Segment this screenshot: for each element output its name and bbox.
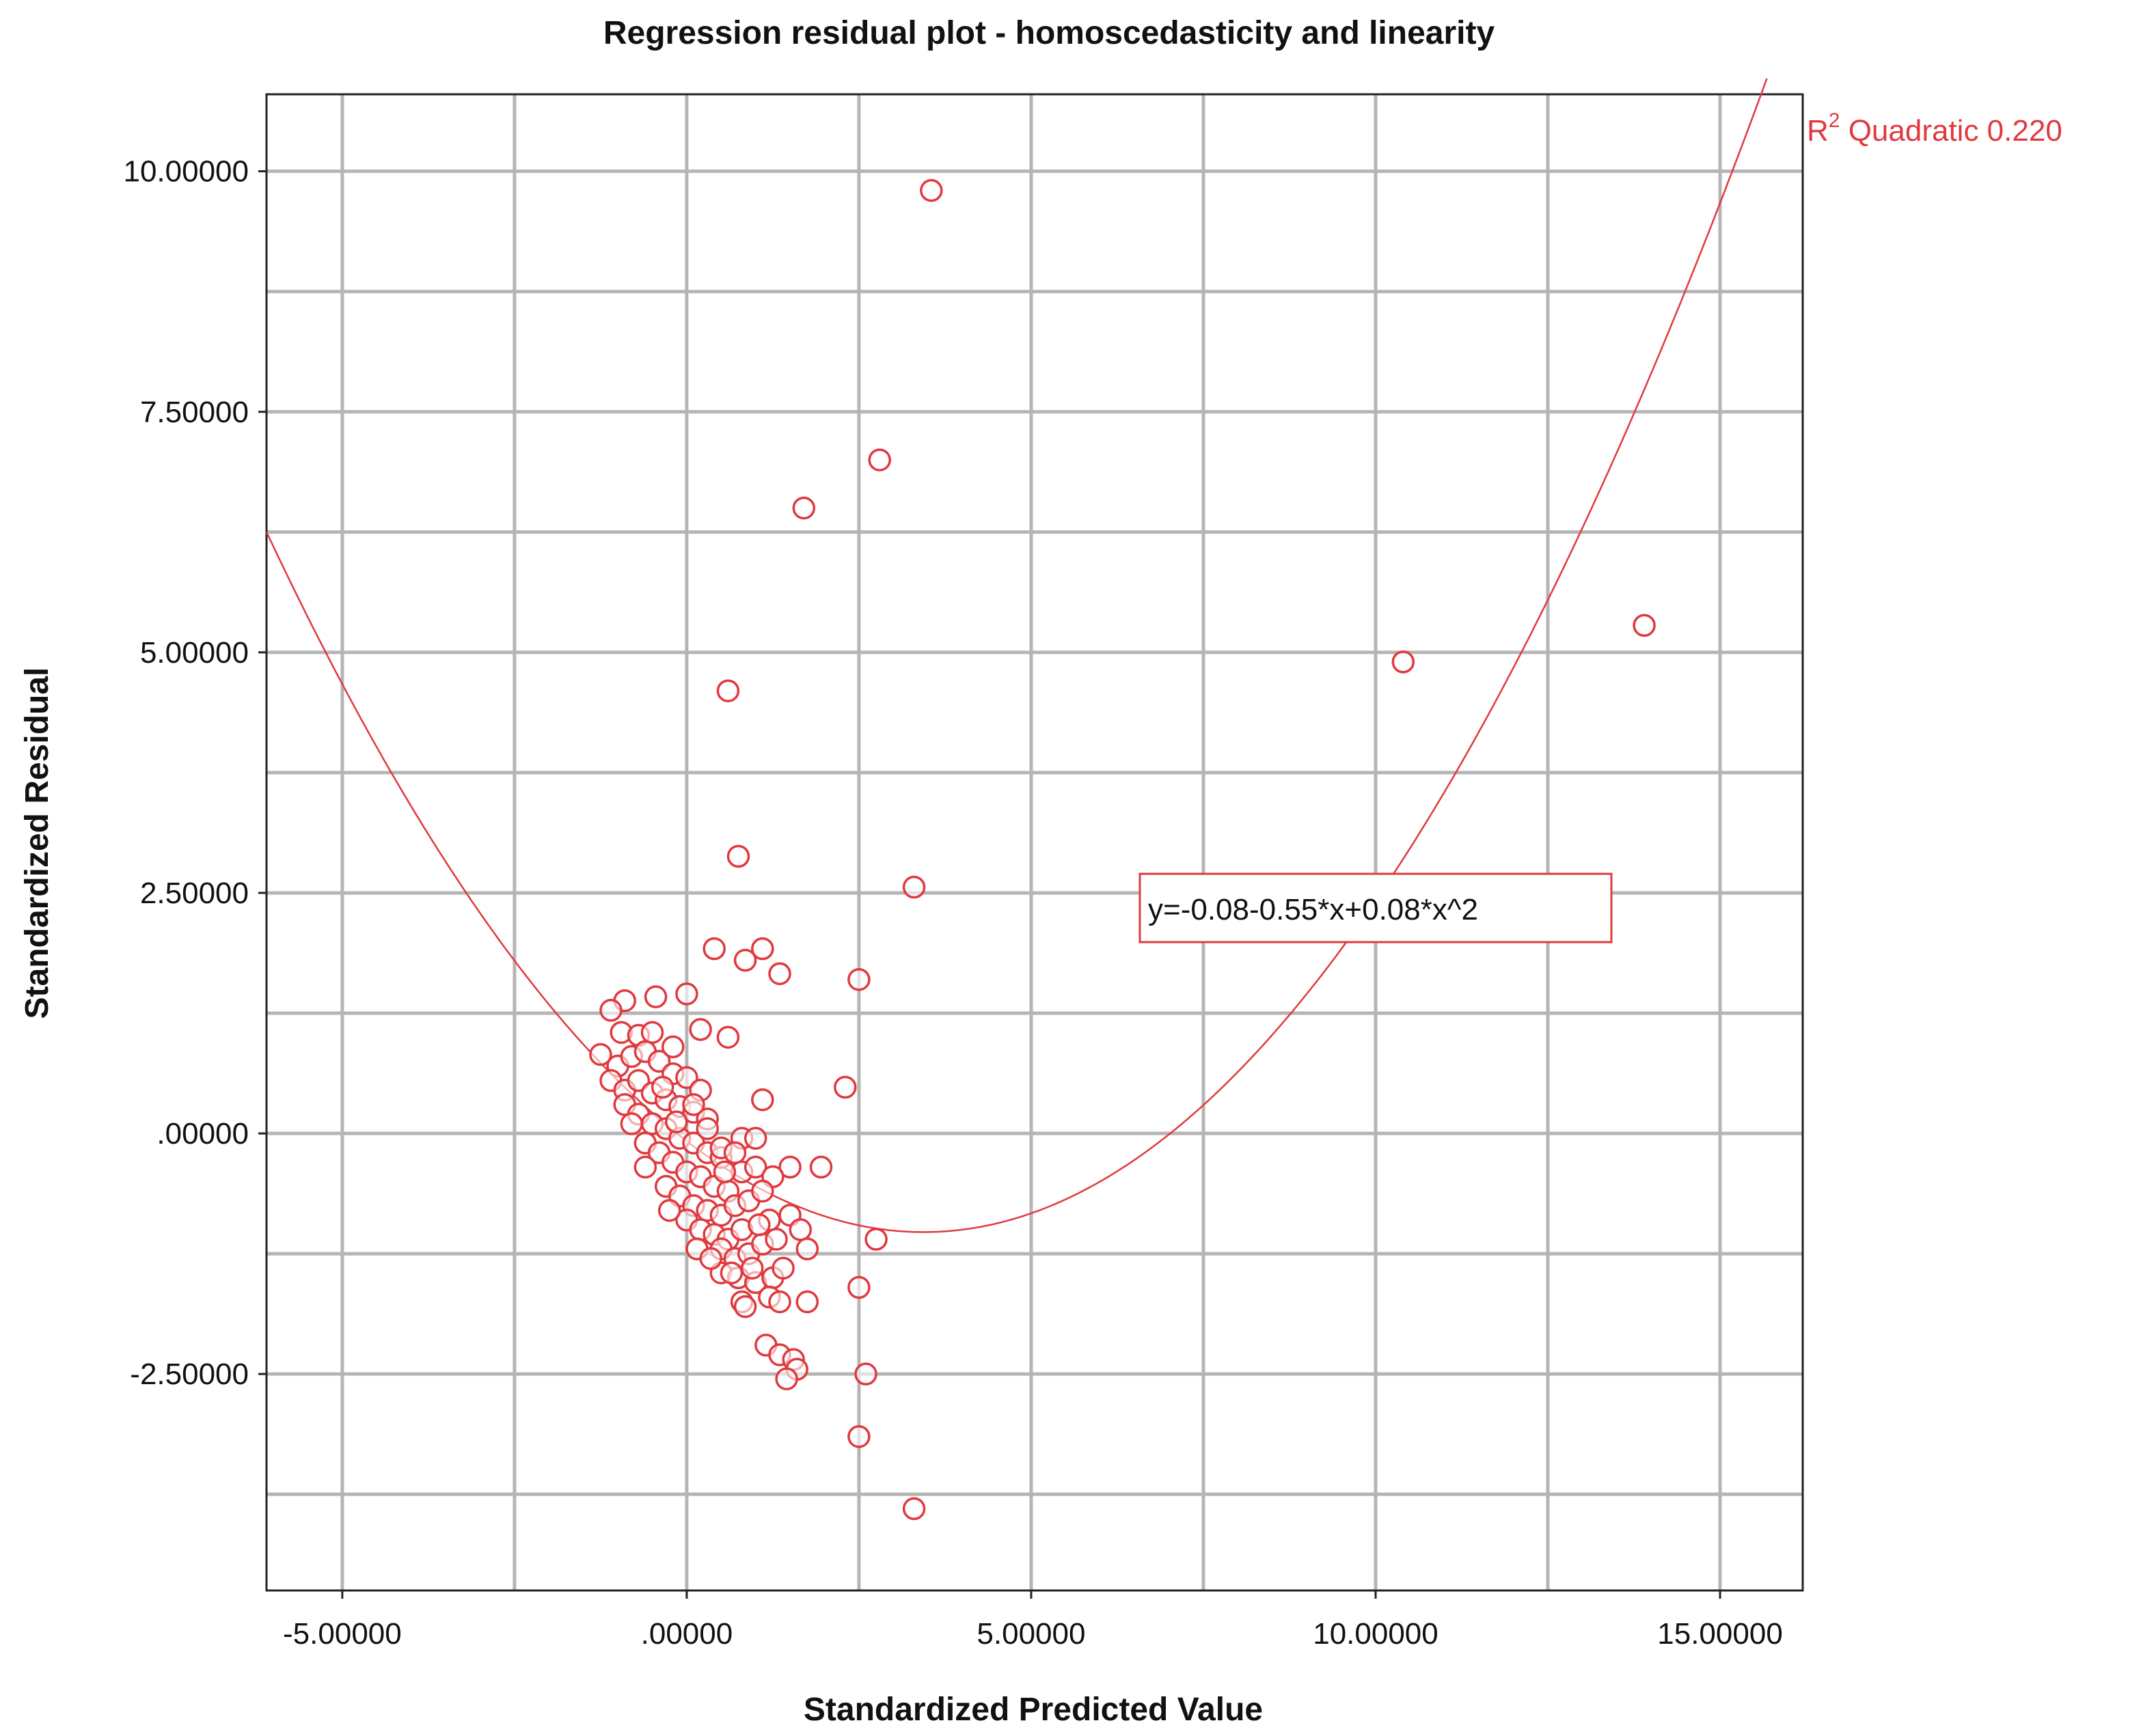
chart-title: Regression residual plot - homoscedastic…: [603, 15, 1495, 51]
y-tick-label: 7.50000: [140, 396, 249, 429]
data-point: [696, 1117, 719, 1140]
data-point: [868, 448, 891, 471]
data-point: [675, 982, 698, 1006]
data-point: [657, 1198, 681, 1222]
data-point: [651, 1075, 674, 1099]
data-point: [751, 1088, 774, 1112]
data-point: [902, 875, 926, 899]
data-point: [847, 1424, 871, 1448]
data-point: [1391, 650, 1415, 674]
data-point: [795, 1237, 819, 1260]
data-point: [689, 1018, 712, 1041]
data-point: [662, 1035, 685, 1059]
y-axis-title: Standardized Residual: [19, 667, 55, 1019]
r2-label-text: Quadratic 0.220: [1840, 114, 2062, 148]
quadratic-fit: [265, 78, 1768, 1233]
data-point: [847, 1276, 871, 1299]
r2-label-sup: 2: [1829, 109, 1840, 132]
data-point: [733, 1295, 757, 1319]
data-point: [775, 1367, 798, 1390]
x-axis-title: Standardized Predicted Value: [804, 1692, 1263, 1728]
data-point: [789, 1218, 813, 1241]
equation-box-border: [1138, 872, 1613, 943]
data-point: [640, 1021, 664, 1044]
data-point: [723, 1141, 747, 1164]
data-point: [920, 179, 943, 202]
data-point: [1633, 614, 1656, 637]
y-tick-label: 5.00000: [140, 636, 249, 670]
x-tick-label: .00000: [641, 1617, 733, 1651]
data-point: [744, 1127, 767, 1150]
data-point: [716, 1025, 740, 1049]
fit-equation-label: y=-0.08-0.55*x+0.08*x^2: [1148, 893, 1478, 926]
fit-equation-box: y=-0.08-0.55*x+0.08*x^2: [1138, 872, 1613, 943]
data-point: [768, 962, 791, 985]
data-point: [778, 1155, 802, 1179]
plot-area-border: [265, 93, 1804, 1592]
data-point: [703, 937, 726, 961]
data-point: [792, 496, 816, 520]
y-tick-label: .00000: [156, 1117, 249, 1151]
grid-lines: [267, 94, 1803, 1590]
data-point: [599, 999, 623, 1022]
r2-label-prefix: R: [1807, 114, 1829, 148]
data-point: [748, 1213, 771, 1237]
data-point: [699, 1247, 722, 1270]
x-tick-label: 15.00000: [1657, 1617, 1783, 1651]
data-point: [795, 1290, 819, 1314]
data-point: [765, 1228, 788, 1251]
data-point: [716, 679, 740, 702]
data-point: [772, 1256, 795, 1280]
fit-curve: [265, 78, 1768, 1233]
r2-label: R2 Quadratic 0.220: [1807, 109, 2062, 148]
data-point: [620, 1112, 644, 1135]
data-point: [740, 1256, 764, 1280]
y-tick-label: -2.50000: [130, 1358, 249, 1391]
data-point: [682, 1093, 705, 1116]
data-point: [744, 1155, 767, 1179]
y-tick-label: 10.00000: [123, 155, 249, 189]
data-point: [751, 937, 774, 961]
data-point: [665, 1110, 688, 1133]
axis-ticks: -5.00000 .00000 5.00000 10.00000 15.00000 -2.…: [123, 155, 1782, 1651]
data-point: [733, 948, 757, 972]
data-point: [633, 1155, 657, 1179]
data-point: [854, 1362, 877, 1386]
data-point: [847, 967, 871, 991]
data-point: [644, 985, 668, 1008]
data-point: [751, 1179, 774, 1203]
data-point: [864, 1228, 888, 1251]
data-point: [768, 1290, 791, 1314]
data-point: [809, 1155, 833, 1179]
data-point: [902, 1497, 926, 1521]
data-point: [834, 1075, 857, 1099]
y-tick-label: 2.50000: [140, 877, 249, 910]
scatter-points: [589, 179, 1656, 1521]
data-point: [720, 1261, 744, 1284]
data-point: [589, 1043, 612, 1066]
x-tick-label: 10.00000: [1313, 1617, 1438, 1651]
x-tick-label: -5.00000: [283, 1617, 402, 1651]
x-tick-label: 5.00000: [977, 1617, 1085, 1651]
data-point: [713, 1160, 737, 1184]
data-point: [726, 844, 750, 868]
